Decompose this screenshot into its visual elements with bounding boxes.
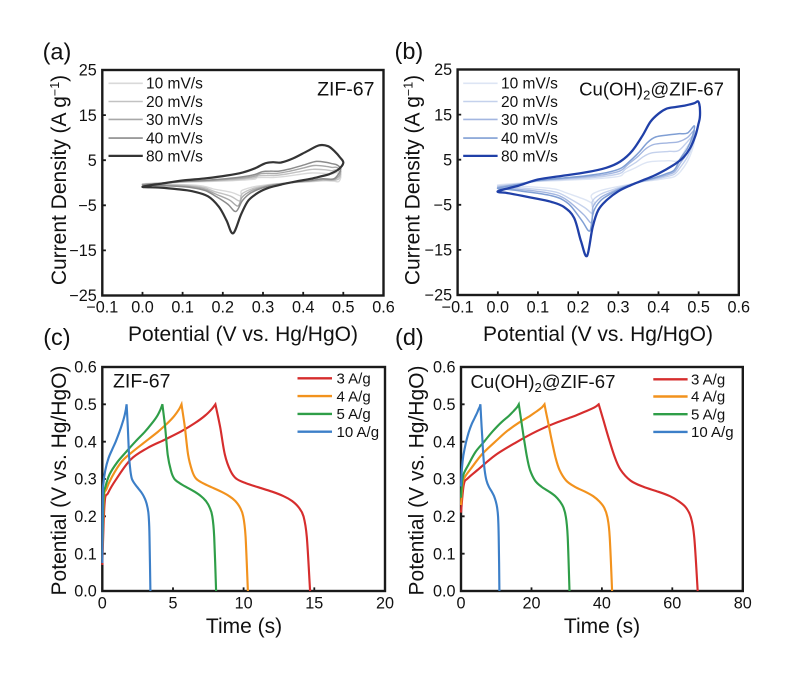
svg-text:3 A/g: 3 A/g — [337, 371, 371, 388]
svg-text:0.0: 0.0 — [487, 299, 510, 317]
svg-text:0: 0 — [456, 595, 465, 613]
svg-text:80 mV/s: 80 mV/s — [146, 148, 203, 165]
svg-text:0.2: 0.2 — [74, 508, 97, 526]
svg-text:Potential (V vs. Hg/HgO): Potential (V vs. Hg/HgO) — [48, 366, 71, 596]
svg-text:0.3: 0.3 — [252, 299, 275, 317]
svg-text:Cu(OH)2@ZIF-67: Cu(OH)2@ZIF-67 — [579, 79, 724, 103]
svg-text:0.0: 0.0 — [131, 299, 154, 317]
svg-text:10 mV/s: 10 mV/s — [146, 76, 203, 93]
svg-text:80: 80 — [734, 595, 752, 613]
svg-text:40 mV/s: 40 mV/s — [146, 131, 203, 148]
svg-text:0.4: 0.4 — [433, 433, 456, 451]
svg-text:4 A/g: 4 A/g — [691, 389, 725, 406]
svg-text:−0.1: −0.1 — [442, 299, 474, 317]
svg-text:−25: −25 — [425, 287, 452, 305]
svg-text:0.6: 0.6 — [728, 299, 751, 317]
svg-text:−0.1: −0.1 — [86, 299, 118, 317]
svg-text:4 A/g: 4 A/g — [337, 388, 371, 405]
svg-text:Current Density (A g−1): Current Density (A g−1) — [402, 75, 425, 285]
svg-text:−5: −5 — [78, 197, 96, 215]
svg-text:15: 15 — [305, 595, 323, 613]
svg-text:0.1: 0.1 — [527, 299, 550, 317]
svg-text:0.4: 0.4 — [647, 299, 670, 317]
svg-text:0.1: 0.1 — [74, 545, 97, 563]
svg-text:3 A/g: 3 A/g — [691, 372, 725, 389]
svg-text:5: 5 — [168, 595, 177, 613]
svg-text:0.1: 0.1 — [171, 299, 194, 317]
svg-text:0.1: 0.1 — [433, 545, 456, 563]
svg-text:−15: −15 — [425, 242, 452, 260]
svg-text:20 mV/s: 20 mV/s — [501, 94, 558, 111]
svg-text:10: 10 — [235, 595, 253, 613]
svg-text:80 mV/s: 80 mV/s — [501, 148, 558, 165]
svg-text:−25: −25 — [69, 287, 96, 305]
svg-text:0.6: 0.6 — [433, 359, 456, 377]
svg-text:0.5: 0.5 — [433, 396, 456, 414]
svg-text:(d): (d) — [395, 324, 424, 350]
svg-text:20 mV/s: 20 mV/s — [146, 94, 203, 111]
svg-text:10 A/g: 10 A/g — [691, 424, 734, 441]
svg-text:10 A/g: 10 A/g — [337, 424, 380, 441]
svg-text:(b): (b) — [395, 38, 424, 64]
svg-text:0.4: 0.4 — [74, 433, 97, 451]
svg-text:5: 5 — [443, 151, 452, 169]
svg-text:0.3: 0.3 — [74, 471, 97, 489]
svg-text:0: 0 — [98, 595, 107, 613]
svg-text:ZIF-67: ZIF-67 — [317, 79, 374, 101]
svg-text:Cu(OH)2@ZIF-67: Cu(OH)2@ZIF-67 — [471, 371, 616, 395]
svg-text:Potential (V vs. Hg/HgO): Potential (V vs. Hg/HgO) — [483, 323, 713, 346]
svg-text:20: 20 — [522, 595, 540, 613]
svg-text:60: 60 — [663, 595, 681, 613]
svg-text:15: 15 — [79, 107, 97, 125]
svg-text:0.3: 0.3 — [607, 299, 630, 317]
svg-text:25: 25 — [434, 61, 452, 79]
svg-text:5 A/g: 5 A/g — [337, 406, 371, 423]
svg-text:0.6: 0.6 — [74, 359, 97, 377]
svg-text:0.2: 0.2 — [433, 508, 456, 526]
svg-text:Current Density (A g−1): Current Density (A g−1) — [48, 75, 71, 285]
svg-text:30 mV/s: 30 mV/s — [501, 112, 558, 129]
svg-text:0.3: 0.3 — [433, 471, 456, 489]
svg-text:10 mV/s: 10 mV/s — [501, 76, 558, 93]
svg-text:0.2: 0.2 — [567, 299, 590, 317]
svg-text:Time (s): Time (s) — [206, 615, 282, 638]
svg-text:0.5: 0.5 — [332, 299, 355, 317]
svg-text:ZIF-67: ZIF-67 — [113, 371, 170, 393]
svg-text:25: 25 — [79, 62, 97, 80]
svg-text:5 A/g: 5 A/g — [691, 406, 725, 423]
svg-text:−5: −5 — [434, 197, 452, 215]
svg-text:−15: −15 — [69, 242, 96, 260]
svg-text:(a): (a) — [43, 38, 72, 64]
svg-text:0.0: 0.0 — [433, 583, 456, 601]
svg-text:5: 5 — [88, 152, 97, 170]
svg-text:Potential (V vs. Hg/HgO): Potential (V vs. Hg/HgO) — [128, 323, 358, 346]
svg-text:40 mV/s: 40 mV/s — [501, 131, 558, 148]
svg-text:(c): (c) — [43, 324, 70, 350]
svg-text:40: 40 — [593, 595, 611, 613]
svg-text:30 mV/s: 30 mV/s — [146, 112, 203, 129]
svg-text:0.4: 0.4 — [292, 299, 315, 317]
svg-text:0.6: 0.6 — [372, 299, 395, 317]
svg-text:15: 15 — [434, 106, 452, 124]
svg-text:0.2: 0.2 — [212, 299, 235, 317]
svg-text:0.0: 0.0 — [74, 583, 97, 601]
svg-text:0.5: 0.5 — [687, 299, 710, 317]
svg-text:Potential (V vs. Hg/HgO): Potential (V vs. Hg/HgO) — [406, 366, 429, 596]
svg-text:0.5: 0.5 — [74, 396, 97, 414]
svg-text:Time (s): Time (s) — [564, 615, 640, 638]
svg-text:20: 20 — [376, 595, 394, 613]
